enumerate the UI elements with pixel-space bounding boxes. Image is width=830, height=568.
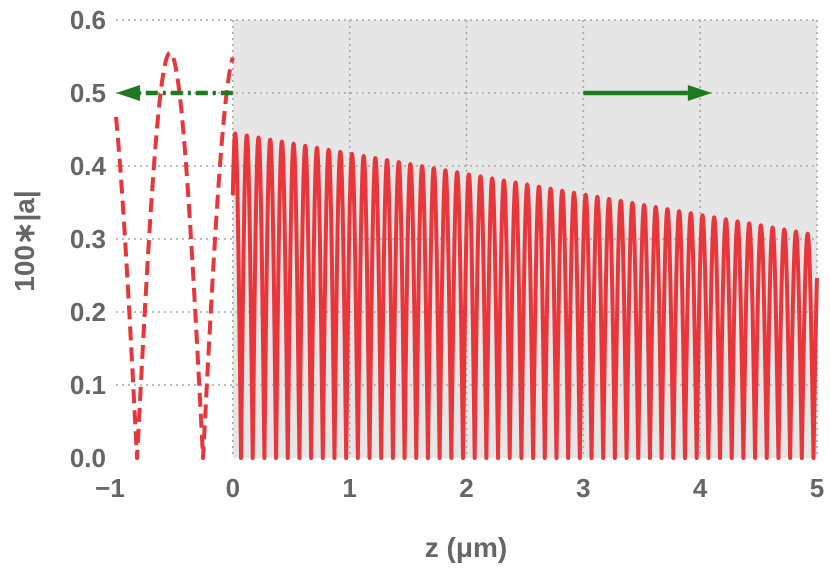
x-tick-label: 1	[342, 473, 356, 503]
arrow-right-icon	[687, 85, 712, 101]
x-tick-label: 3	[576, 473, 590, 503]
series-line-solid	[230, 131, 819, 460]
y-tick-label: 0.1	[70, 370, 106, 400]
series-layer	[114, 50, 819, 460]
x-tick-label: 2	[459, 473, 473, 503]
y-tick-label: 0.0	[70, 443, 106, 473]
x-tick-label: 4	[693, 473, 708, 503]
x-tick-label: 0	[226, 473, 240, 503]
series-line-dashed	[114, 50, 235, 460]
tick-label-layer: −1 0 1 2 3 4 5 0.0 0.1 0.2 0.3 0.4 0.5 0.6	[70, 5, 824, 503]
arrow-layer	[116, 85, 712, 101]
x-tick-label: 5	[810, 473, 824, 503]
arrow-left-icon	[116, 85, 140, 101]
y-tick-label: 0.2	[70, 297, 106, 327]
x-tick-label: −1	[95, 473, 125, 503]
y-tick-label: 0.5	[70, 78, 106, 108]
y-tick-label: 0.3	[70, 224, 106, 254]
y-axis-title: 100∗|a|	[9, 190, 40, 291]
y-tick-label: 0.6	[70, 5, 106, 35]
x-axis-title: z (μm)	[425, 532, 507, 563]
y-tick-label: 0.4	[70, 151, 107, 181]
